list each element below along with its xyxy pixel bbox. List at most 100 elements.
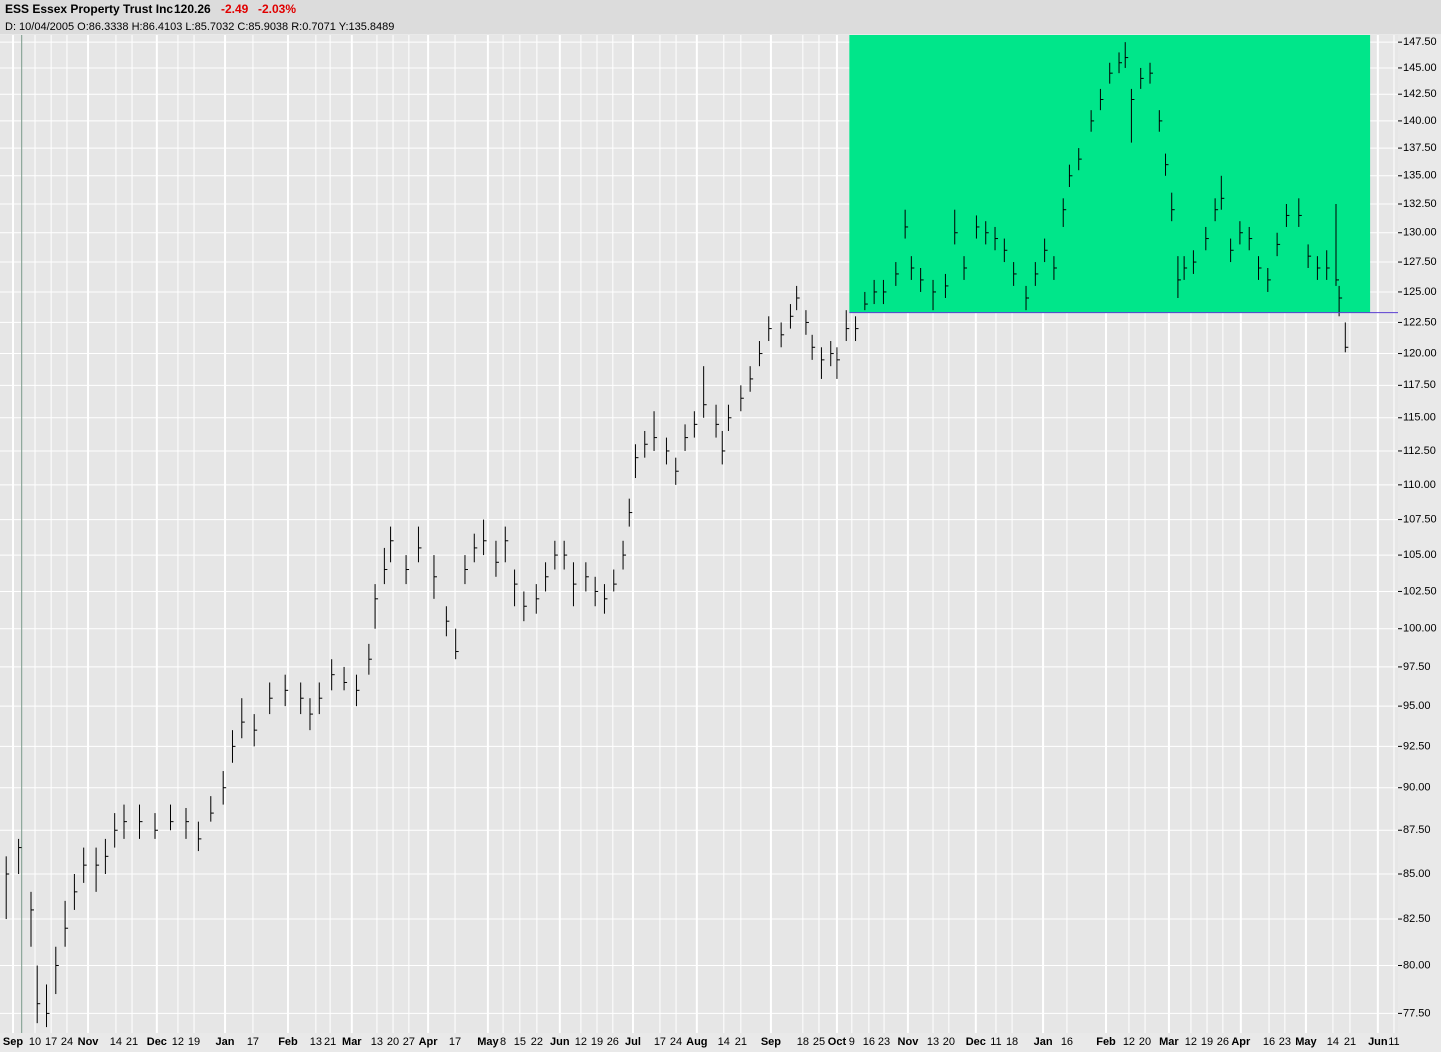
x-tick-label: Dec: [147, 1036, 167, 1048]
x-tick-label: 26: [607, 1036, 619, 1048]
y-tick-label: 110.00: [1403, 479, 1436, 491]
x-tick-label: 15: [514, 1036, 526, 1048]
x-tick-label: 11: [990, 1036, 1001, 1048]
x-tick-label: 26: [1217, 1036, 1229, 1048]
last-price: 120.26: [174, 2, 211, 16]
x-tick-label: 19: [188, 1036, 200, 1048]
x-tick-label: 13: [371, 1036, 383, 1048]
x-tick-label: 14: [718, 1036, 730, 1048]
y-tick-label: 122.50: [1403, 316, 1437, 328]
y-tick-label: 145.00: [1403, 62, 1437, 74]
change: -2.49: [221, 2, 249, 16]
x-tick-label: 21: [735, 1036, 747, 1048]
x-tick-label: 20: [1139, 1036, 1151, 1048]
x-tick-label: Dec: [966, 1036, 986, 1048]
x-tick-label: 21: [324, 1036, 336, 1048]
x-tick-label: 17: [247, 1036, 259, 1048]
x-tick-label: 18: [797, 1036, 809, 1048]
x-tick-label: Jan: [216, 1036, 235, 1048]
x-tick-label: Sep: [3, 1036, 23, 1048]
x-tick-label: Sep: [761, 1036, 781, 1048]
header-bar: [0, 0, 1441, 34]
y-tick-label: 130.00: [1403, 227, 1437, 239]
y-tick-label: 115.00: [1403, 412, 1436, 424]
y-tick-label: 100.00: [1403, 623, 1437, 635]
x-tick-label: 14: [1327, 1036, 1339, 1048]
x-tick-label: 16: [1061, 1036, 1073, 1048]
y-tick-label: 142.50: [1403, 88, 1437, 100]
y-tick-label: 112.50: [1403, 445, 1436, 457]
x-tick-label: Mar: [1159, 1036, 1179, 1048]
y-tick-label: 102.50: [1403, 585, 1437, 597]
y-tick-label: 120.00: [1403, 347, 1437, 359]
x-tick-label: 12: [575, 1036, 587, 1048]
x-tick-label: Nov: [78, 1036, 100, 1048]
x-tick-label: 23: [878, 1036, 890, 1048]
y-tick-label: 90.00: [1403, 782, 1431, 794]
x-tick-label: 11: [1388, 1036, 1399, 1048]
x-tick-label: Feb: [278, 1036, 298, 1048]
x-tick-label: 8: [500, 1036, 506, 1048]
x-tick-label: Apr: [1231, 1036, 1251, 1048]
x-tick-label: Oct: [828, 1036, 847, 1048]
x-tick-label: 24: [61, 1036, 73, 1048]
y-tick-label: 87.50: [1403, 824, 1431, 836]
y-tick-label: 85.00: [1403, 868, 1431, 880]
x-tick-label: 9: [849, 1036, 855, 1048]
change-pct: -2.03%: [258, 2, 296, 16]
x-tick-label: 12: [1185, 1036, 1197, 1048]
info-line: D: 10/04/2005 O:86.3338 H:86.4103 L:85.7…: [5, 21, 394, 33]
x-tick-label: 19: [591, 1036, 603, 1048]
x-tick-label: 17: [449, 1036, 461, 1048]
x-tick-label: 16: [863, 1036, 875, 1048]
x-tick-label: 14: [110, 1036, 122, 1048]
x-tick-label: Nov: [898, 1036, 920, 1048]
x-tick-label: 18: [1006, 1036, 1018, 1048]
x-tick-label: 17: [45, 1036, 57, 1048]
x-tick-label: 12: [1123, 1036, 1135, 1048]
y-tick-label: 77.50: [1403, 1007, 1431, 1019]
x-tick-label: 25: [813, 1036, 825, 1048]
y-tick-label: 95.00: [1403, 700, 1431, 712]
x-tick-label: Jun: [550, 1036, 570, 1048]
y-tick-label: 140.00: [1403, 115, 1437, 127]
x-tick-label: Jun: [1368, 1036, 1388, 1048]
y-tick-label: 97.50: [1403, 661, 1431, 673]
x-tick-label: May: [1295, 1036, 1317, 1048]
x-tick-label: 10: [29, 1036, 41, 1048]
x-tick-label: Apr: [419, 1036, 439, 1048]
x-tick-label: 21: [126, 1036, 138, 1048]
y-tick-label: 80.00: [1403, 959, 1431, 971]
x-tick-label: 12: [172, 1036, 184, 1048]
y-tick-label: 132.50: [1403, 198, 1437, 210]
x-tick-label: May: [477, 1036, 499, 1048]
x-tick-label: 13: [310, 1036, 322, 1048]
x-tick-label: Aug: [686, 1036, 707, 1048]
x-tick-label: 23: [1279, 1036, 1291, 1048]
x-tick-label: 13: [927, 1036, 939, 1048]
x-tick-label: 24: [670, 1036, 682, 1048]
y-tick-label: 135.00: [1403, 170, 1437, 182]
x-tick-label: Mar: [342, 1036, 362, 1048]
x-tick-label: 20: [387, 1036, 399, 1048]
y-tick-label: 127.50: [1403, 256, 1437, 268]
x-tick-label: 17: [654, 1036, 666, 1048]
x-tick-label: 20: [943, 1036, 955, 1048]
symbol: ESS Essex Property Trust Inc: [5, 2, 173, 16]
y-tick-label: 92.50: [1403, 740, 1431, 752]
y-tick-label: 147.50: [1403, 36, 1437, 48]
y-tick-label: 137.50: [1403, 142, 1437, 154]
x-tick-label: Feb: [1096, 1036, 1116, 1048]
y-tick-label: 105.00: [1403, 549, 1437, 561]
y-tick-label: 125.00: [1403, 286, 1437, 298]
x-tick-label: 21: [1344, 1036, 1356, 1048]
x-tick-label: Jan: [1034, 1036, 1053, 1048]
x-tick-label: 19: [1201, 1036, 1213, 1048]
x-tick-label: Jul: [625, 1036, 641, 1048]
y-tick-label: 82.50: [1403, 913, 1431, 925]
y-tick-label: 117.50: [1403, 379, 1436, 391]
x-tick-label: 16: [1263, 1036, 1275, 1048]
x-tick-label: 22: [531, 1036, 543, 1048]
